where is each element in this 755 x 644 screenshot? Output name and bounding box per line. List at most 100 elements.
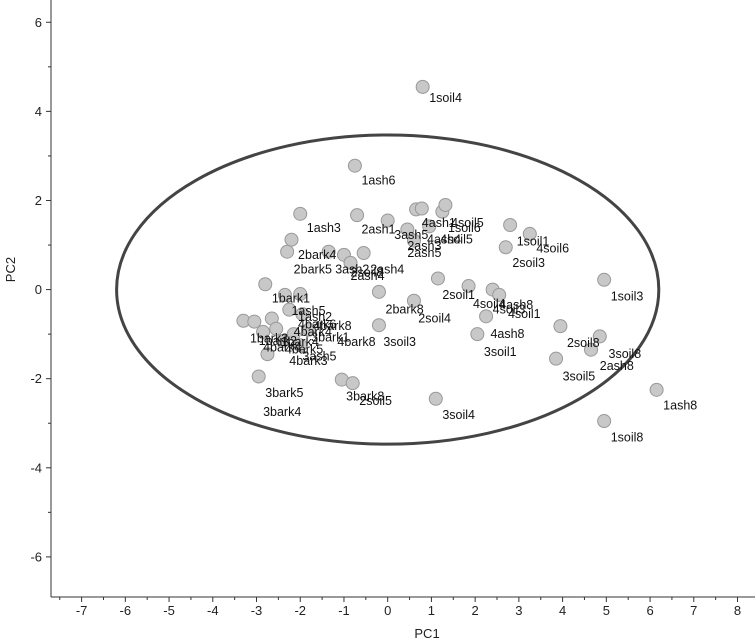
point-label: 4bark3	[289, 354, 327, 368]
point-label: 3soil1	[484, 345, 517, 359]
x-tick-label: -1	[338, 603, 350, 618]
data-point	[301, 322, 316, 337]
data-point	[269, 321, 284, 336]
x-tick-label: -7	[76, 603, 88, 618]
point-label: 2soil1	[442, 288, 475, 302]
point-label: 2bark4	[298, 248, 336, 262]
point-label: 4soil4	[473, 297, 506, 311]
axes: -7 -6 -5 -4 -3 -2 -1 0 1 2 3 4 5 6 7 8 -6 -4 -2 0 2 4 6	[30, 0, 755, 618]
point-label: 3soil8	[609, 347, 642, 361]
data-point	[422, 219, 437, 234]
x-tick-label: 7	[690, 603, 697, 618]
point-label: 3bark1	[311, 331, 349, 345]
point-label: 4soil6	[536, 242, 569, 256]
confidence-ellipse-layer	[115, 133, 661, 446]
data-point	[584, 342, 599, 357]
point-label: 1soil3	[611, 289, 644, 303]
point-label: 2soil4	[418, 312, 451, 326]
data-point	[280, 244, 295, 259]
y-axis-title: PC2	[3, 257, 18, 282]
point-label: 4ash8	[490, 327, 524, 341]
confidence-ellipse	[115, 133, 661, 446]
data-point	[345, 376, 360, 391]
data-point	[286, 327, 301, 342]
point-label: 4soil5	[451, 216, 484, 230]
data-point	[461, 279, 476, 294]
point-label: 3bark4	[263, 405, 301, 419]
data-point	[415, 79, 430, 94]
point-label: 3ash5	[302, 349, 336, 363]
data-point	[380, 213, 395, 228]
data-point	[350, 208, 365, 223]
data-point	[649, 382, 664, 397]
data-point	[293, 287, 308, 302]
x-tick-label: 5	[603, 603, 610, 618]
data-point	[492, 287, 507, 302]
point-label: 4bark8	[313, 319, 351, 333]
data-point	[260, 347, 275, 362]
y-tick-label: 6	[35, 15, 42, 30]
y-tick-label: -4	[30, 460, 42, 475]
data-point	[406, 293, 421, 308]
data-point	[321, 244, 336, 259]
data-point	[522, 226, 537, 241]
x-tick-label: 2	[472, 603, 479, 618]
x-tick-label: 4	[559, 603, 566, 618]
data-point	[438, 197, 453, 212]
point-label: 4bark4	[294, 325, 332, 339]
data-point	[251, 369, 266, 384]
data-point	[503, 217, 518, 232]
x-tick-label: 1	[428, 603, 435, 618]
x-tick-label: -2	[294, 603, 306, 618]
x-axis-title: PC1	[414, 626, 439, 641]
point-label: 4ash1	[422, 216, 456, 230]
x-tick-label: -6	[120, 603, 132, 618]
points-layer	[236, 79, 664, 429]
point-label: 1bark3	[250, 332, 288, 346]
point-label: 1soil8	[611, 431, 644, 445]
point-label: 3soil4	[442, 408, 475, 422]
data-point	[247, 314, 262, 329]
x-tick-label: 8	[734, 603, 741, 618]
point-label: 2ash8	[600, 359, 634, 373]
point-label: 4bark4	[263, 341, 301, 355]
point-label: 1soil6	[448, 221, 481, 235]
x-tick-label: 3	[515, 603, 522, 618]
point-label: 1soil1	[517, 234, 550, 248]
point-label: 3bark5	[265, 386, 303, 400]
point-label: 2soil5	[359, 394, 392, 408]
data-point	[277, 287, 292, 302]
point-label: 4soil3	[493, 303, 526, 317]
point-label: 2soil8	[351, 266, 384, 280]
data-point	[592, 329, 607, 344]
data-point	[406, 233, 421, 248]
data-point	[343, 255, 358, 270]
point-label: 2ash4	[370, 263, 404, 277]
point-label: 4soil5	[440, 233, 473, 247]
x-tick-label: 6	[646, 603, 653, 618]
data-point	[597, 414, 612, 429]
point-label: 3soil3	[383, 335, 416, 349]
point-label: 2ash4	[351, 269, 385, 283]
point-label: 3soil5	[563, 369, 596, 383]
point-label: 4soil1	[508, 307, 541, 321]
data-point	[347, 158, 362, 173]
y-tick-label: -6	[30, 549, 42, 564]
data-point	[371, 318, 386, 333]
data-point	[400, 222, 415, 237]
point-label: 4bark8	[337, 335, 375, 349]
x-tick-label: -5	[163, 603, 175, 618]
data-point	[430, 271, 445, 286]
data-point	[293, 206, 308, 221]
y-tick-label: 2	[35, 193, 42, 208]
point-label: 2ash1	[361, 222, 395, 236]
point-label: 1ash2	[298, 310, 332, 324]
y-tick-label: 0	[35, 282, 42, 297]
point-label: 3ash2	[335, 263, 369, 277]
point-label: 1ash8	[663, 398, 697, 412]
data-point	[428, 391, 443, 406]
point-label: 1bark1	[272, 292, 310, 306]
data-point	[256, 324, 271, 339]
data-point	[549, 351, 564, 366]
